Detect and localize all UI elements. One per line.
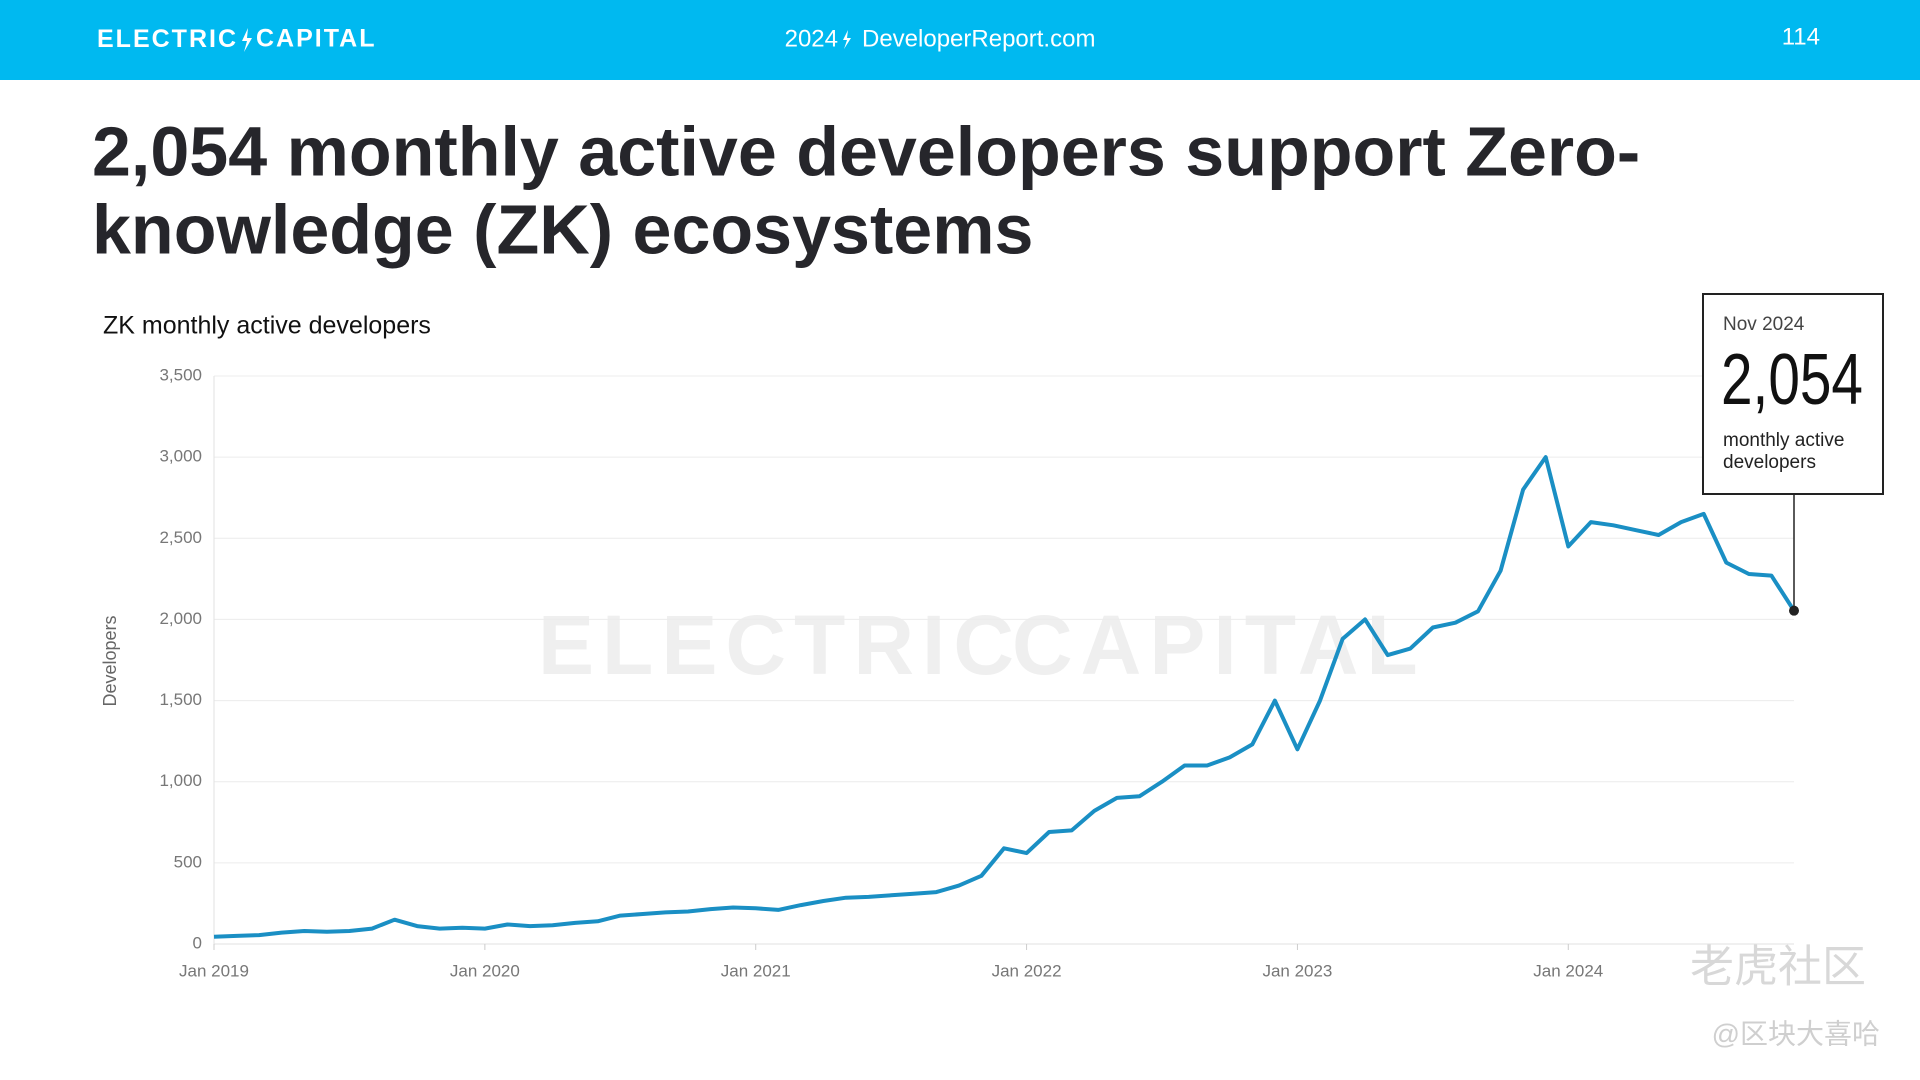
watermark: 老虎社区: [1690, 943, 1866, 992]
end-point: [1789, 605, 1799, 616]
data-line: [213, 455, 1796, 939]
chart-subtitle: ZK monthly active developers: [103, 312, 431, 340]
x-tick-label: Jan 2024: [1533, 961, 1603, 980]
callout-date: Nov 2024: [1723, 314, 1805, 335]
y-tick-label: 3,500: [159, 365, 202, 384]
watermark: CAPITAL: [1012, 598, 1426, 692]
watermark: @区块大喜哈: [1712, 1018, 1880, 1049]
logo: CAPITAL: [256, 25, 376, 53]
x-tick-label: Jan 2020: [450, 961, 520, 980]
y-tick-label: 3,000: [159, 447, 202, 466]
x-tick-label: Jan 2023: [1262, 961, 1332, 980]
y-tick-label: 0: [193, 933, 202, 952]
y-tick-label: 2,500: [159, 528, 202, 547]
callout-note: developers: [1723, 452, 1816, 473]
logo-bolt: [242, 28, 252, 52]
y-tick-label: 1,000: [159, 771, 202, 790]
url: 2024: [785, 25, 838, 52]
x-tick-label: Jan 2022: [992, 961, 1062, 980]
plot: 0 500 1,000 1,500 2,000 2,500 3,000 3,500 Jan 20…: [159, 365, 1796, 980]
y-tick-label: 1,500: [159, 690, 202, 709]
header-bar: [0, 0, 1920, 80]
callout-box: [1702, 293, 1884, 495]
slide-title: knowledge (ZK) ecosystems: [92, 190, 1033, 268]
url-bolt: [843, 30, 851, 49]
watermark: ELECTRIC: [538, 598, 1022, 692]
slide-title: 2,054 monthly active developers support …: [92, 112, 1640, 190]
y-tick-label: 500: [174, 852, 202, 871]
logo: ELECTRIC: [97, 25, 238, 53]
page-number: 114: [1782, 23, 1820, 50]
callout-value: 2,054: [1721, 340, 1863, 420]
callout-note: monthly active: [1723, 430, 1844, 451]
x-tick-label: Jan 2019: [179, 961, 249, 980]
y-tick-label: 2,000: [159, 609, 202, 628]
y-axis-label: Developers: [100, 615, 120, 706]
url: DeveloperReport.com: [862, 25, 1095, 52]
x-tick-label: Jan 2021: [721, 961, 791, 980]
